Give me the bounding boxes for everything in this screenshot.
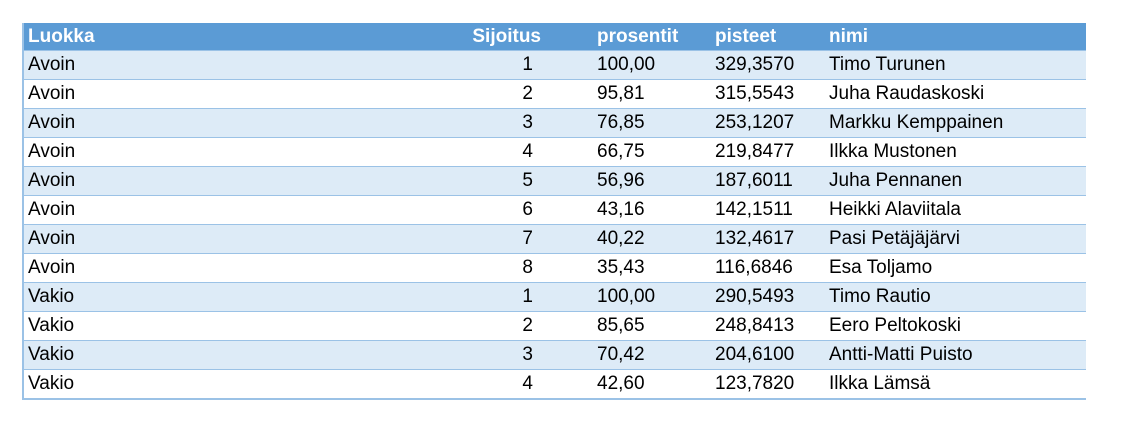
cell-prosentit[interactable]: 85,65	[597, 315, 645, 336]
cell-nimi[interactable]: Juha Pennanen	[829, 170, 963, 191]
table-row: Vakio 3 70,42 204,6100 Antti-Matti Puisto	[23, 340, 1086, 370]
cell-sijoitus[interactable]: 1	[522, 54, 533, 75]
cell-nimi[interactable]: Timo Turunen	[829, 54, 946, 75]
header-prosentit[interactable]: prosentit	[593, 23, 711, 51]
cell-pisteet[interactable]: 187,6011	[715, 170, 793, 191]
cell-sijoitus[interactable]: 2	[522, 315, 533, 336]
table-body: Avoin 1 100,00 329,3570 Timo Turunen Avoin 2 95…	[23, 50, 1086, 399]
cell-nimi[interactable]: Timo Rautio	[829, 286, 931, 307]
cell-luokka[interactable]: Avoin	[28, 141, 76, 162]
table-row: Avoin 3 76,85 253,1207 Markku Kemppainen	[23, 108, 1086, 138]
cell-nimi[interactable]: Heikki Alaviitala	[829, 199, 961, 220]
cell-pisteet[interactable]: 116,6846	[715, 257, 793, 278]
table-row: Vakio 4 42,60 123,7820 Ilkka Lämsä	[23, 369, 1086, 399]
cell-luokka[interactable]: Avoin	[28, 199, 76, 220]
cell-pisteet[interactable]: 142,1511	[715, 199, 793, 220]
cell-prosentit[interactable]: 66,75	[597, 141, 645, 162]
table-row: Avoin 4 66,75 219,8477 Ilkka Mustonen	[23, 137, 1086, 167]
table-row: Vakio 1 100,00 290,5493 Timo Rautio	[23, 282, 1086, 312]
table-header: Luokka Sijoitus prosentit pisteet nimi	[23, 23, 1086, 51]
cell-luokka[interactable]: Avoin	[28, 83, 76, 104]
cell-nimi[interactable]: Ilkka Mustonen	[829, 141, 957, 162]
cell-sijoitus[interactable]: 7	[522, 228, 533, 249]
cell-prosentit[interactable]: 43,16	[597, 199, 645, 220]
cell-sijoitus[interactable]: 5	[522, 170, 533, 191]
header-row: Luokka Sijoitus prosentit pisteet nimi	[23, 23, 1086, 51]
cell-prosentit[interactable]: 95,81	[597, 83, 645, 104]
table-row: Vakio 2 85,65 248,8413 Eero Peltokoski	[23, 311, 1086, 341]
cell-prosentit[interactable]: 100,00	[597, 54, 656, 75]
cell-prosentit[interactable]: 40,22	[597, 228, 645, 249]
cell-pisteet[interactable]: 219,8477	[715, 141, 795, 162]
cell-sijoitus[interactable]: 4	[522, 373, 533, 394]
header-nimi[interactable]: nimi	[825, 23, 1086, 51]
cell-prosentit[interactable]: 100,00	[597, 286, 656, 307]
cell-nimi[interactable]: Ilkka Lämsä	[829, 373, 931, 394]
cell-sijoitus[interactable]: 1	[522, 286, 533, 307]
cell-pisteet[interactable]: 253,1207	[715, 112, 795, 133]
cell-sijoitus[interactable]: 3	[522, 112, 533, 133]
cell-sijoitus[interactable]: 2	[522, 83, 533, 104]
cell-luokka[interactable]: Avoin	[28, 257, 76, 278]
table-row: Avoin 7 40,22 132,4617 Pasi Petäjäjärvi	[23, 224, 1086, 254]
cell-nimi[interactable]: Antti-Matti Puisto	[829, 344, 973, 365]
cell-prosentit[interactable]: 35,43	[597, 257, 645, 278]
cell-luokka[interactable]: Avoin	[28, 170, 76, 191]
cell-prosentit[interactable]: 70,42	[597, 344, 645, 365]
cell-nimi[interactable]: Pasi Petäjäjärvi	[829, 228, 960, 249]
header-sijoitus[interactable]: Sijoitus	[423, 23, 593, 51]
table-row: Avoin 8 35,43 116,6846 Esa Toljamo	[23, 253, 1086, 283]
cell-pisteet[interactable]: 290,5493	[715, 286, 795, 307]
table-row: Avoin 6 43,16 142,1511 Heikki Alaviitala	[23, 195, 1086, 225]
table-row: Avoin 5 56,96 187,6011 Juha Pennanen	[23, 166, 1086, 196]
cell-prosentit[interactable]: 42,60	[597, 373, 645, 394]
cell-pisteet[interactable]: 204,6100	[715, 344, 795, 365]
table-row: Avoin 1 100,00 329,3570 Timo Turunen	[23, 50, 1086, 80]
cell-luokka[interactable]: Vakio	[28, 286, 75, 307]
header-luokka[interactable]: Luokka	[23, 23, 423, 51]
cell-sijoitus[interactable]: 3	[522, 344, 533, 365]
cell-prosentit[interactable]: 76,85	[597, 112, 645, 133]
cell-nimi[interactable]: Eero Peltokoski	[829, 315, 962, 336]
results-table: Luokka Sijoitus prosentit pisteet nimi A…	[22, 23, 1086, 400]
table-row: Avoin 2 95,81 315,5543 Juha Raudaskoski	[23, 79, 1086, 109]
cell-sijoitus[interactable]: 8	[522, 257, 533, 278]
cell-luokka[interactable]: Avoin	[28, 112, 76, 133]
cell-luokka[interactable]: Avoin	[28, 228, 76, 249]
cell-pisteet[interactable]: 132,4617	[715, 228, 795, 249]
cell-pisteet[interactable]: 123,7820	[715, 373, 795, 394]
cell-luokka[interactable]: Avoin	[28, 54, 76, 75]
header-pisteet[interactable]: pisteet	[711, 23, 825, 51]
cell-luokka[interactable]: Vakio	[28, 315, 75, 336]
cell-sijoitus[interactable]: 6	[522, 199, 533, 220]
cell-luokka[interactable]: Vakio	[28, 373, 75, 394]
cell-pisteet[interactable]: 315,5543	[715, 83, 795, 104]
cell-sijoitus[interactable]: 4	[522, 141, 533, 162]
cell-nimi[interactable]: Esa Toljamo	[829, 257, 933, 278]
cell-nimi[interactable]: Markku Kemppainen	[829, 112, 1004, 133]
cell-nimi[interactable]: Juha Raudaskoski	[829, 83, 985, 104]
cell-prosentit[interactable]: 56,96	[597, 170, 645, 191]
cell-pisteet[interactable]: 248,8413	[715, 315, 795, 336]
cell-luokka[interactable]: Vakio	[28, 344, 75, 365]
cell-pisteet[interactable]: 329,3570	[715, 54, 795, 75]
